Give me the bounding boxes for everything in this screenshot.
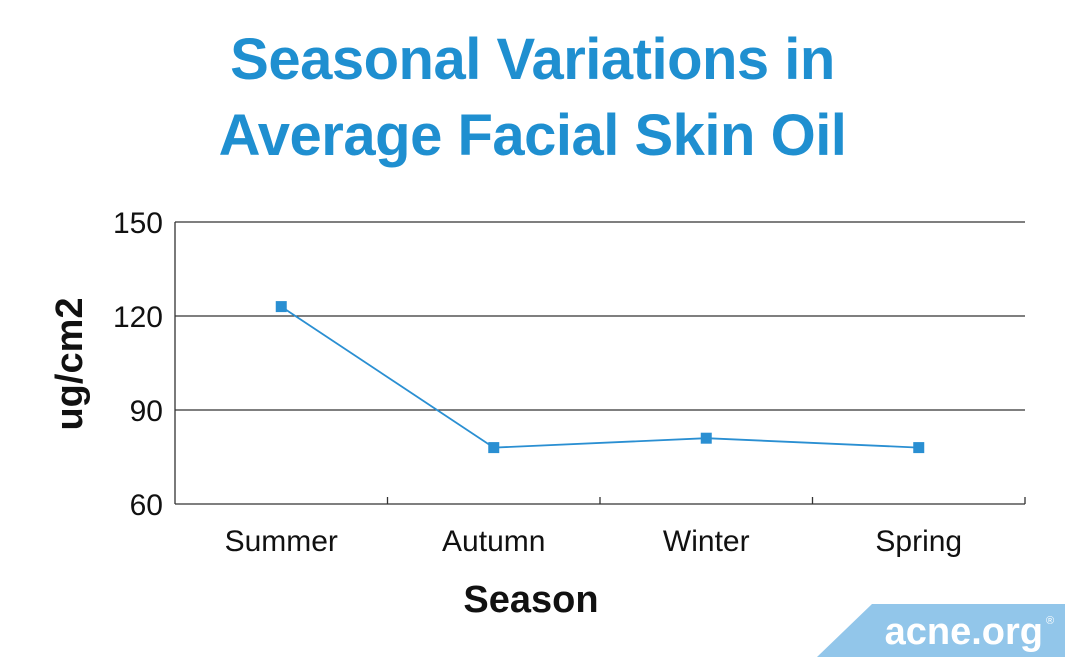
brand-logo-text: acne.org: [885, 611, 1043, 653]
chart-title: Seasonal Variations in Average Facial Sk…: [0, 22, 1065, 174]
chart-title-line-1: Seasonal Variations in: [230, 27, 835, 92]
data-point-autumn: [488, 442, 500, 454]
y-tick-label-90: 90: [130, 395, 163, 428]
data-point-summer: [275, 301, 287, 313]
y-tick-label-150: 150: [113, 207, 163, 240]
x-tick-label-spring: Spring: [875, 525, 962, 558]
x-tick-label-autumn: Autumn: [442, 525, 545, 558]
y-axis-tick-labels: 60 90 120 150: [113, 207, 163, 522]
data-point-spring: [913, 442, 925, 454]
data-point-winter: [700, 432, 712, 444]
x-tick-label-summer: Summer: [225, 525, 338, 558]
x-axis-ticks: [386, 497, 1026, 504]
brand-badge: acne.org ®: [817, 604, 1065, 657]
y-tick-label-120: 120: [113, 301, 163, 334]
chart-title-line-2: Average Facial Skin Oil: [218, 103, 847, 168]
y-axis-title: ug/cm2: [49, 297, 91, 430]
series-line: [280, 305, 919, 449]
brand-registered-mark: ®: [1046, 615, 1054, 627]
grid-lines: [174, 221, 1025, 505]
series-layer: [275, 301, 925, 454]
brand-badge-background: [817, 604, 1065, 657]
x-axis-tick-labels: Summer Autumn Winter Spring: [225, 525, 963, 558]
x-tick-label-winter: Winter: [663, 525, 750, 558]
x-axis-title: Season: [463, 579, 598, 621]
y-tick-label-60: 60: [130, 489, 163, 522]
